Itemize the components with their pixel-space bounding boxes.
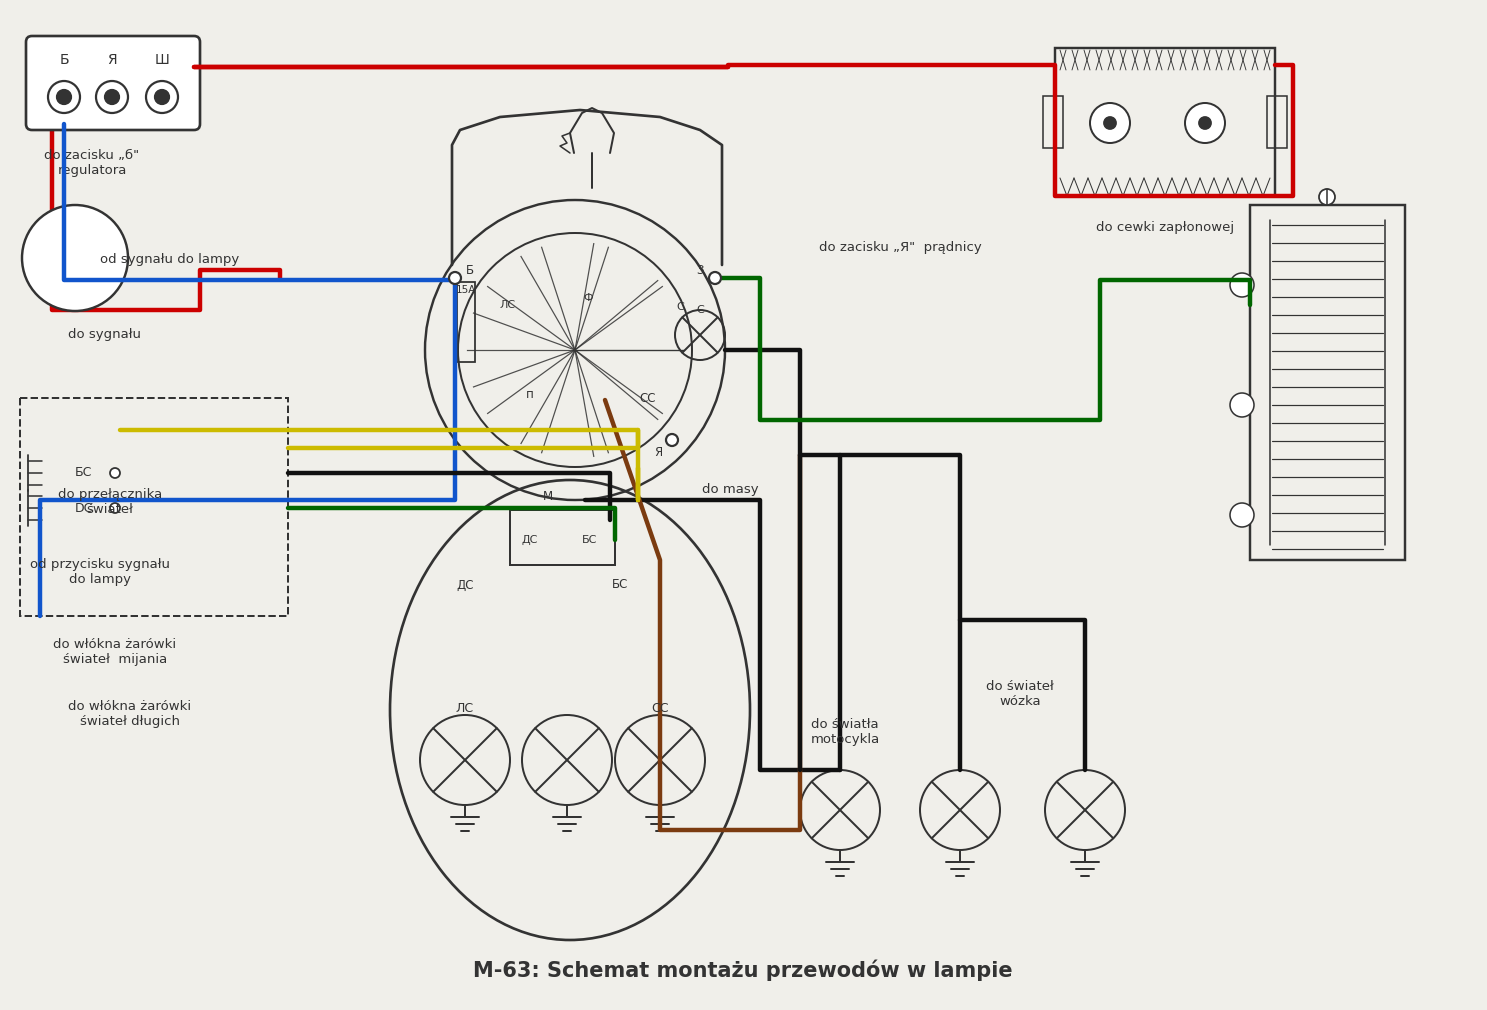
Text: БС: БС [611,579,628,592]
Circle shape [1230,273,1254,297]
Circle shape [110,503,120,513]
Bar [19,398,288,616]
Text: Б: Б [465,264,474,277]
Text: ЛС: ЛС [457,702,474,714]
Text: СС: СС [639,392,656,404]
Circle shape [1103,117,1117,129]
Text: ДС: ДС [522,535,538,545]
Circle shape [106,90,119,104]
Text: do światła
motocykla: do światła motocykla [810,718,880,746]
Circle shape [1230,503,1254,527]
Circle shape [1199,117,1210,129]
Text: do zacisku „Я"  prądnicy: do zacisku „Я" prądnicy [819,241,981,255]
Text: п: п [526,389,534,402]
Circle shape [57,90,71,104]
Bar [1054,48,1274,196]
Circle shape [48,81,80,113]
Text: Ш: Ш [155,53,170,67]
Circle shape [109,276,119,286]
Text: БС: БС [583,535,598,545]
Text: СС: СС [651,702,669,714]
Text: M-63: Schemat montażu przewodów w lampie: M-63: Schemat montażu przewodów w lampie [473,960,1013,981]
Text: do przełącznika
świateł: do przełącznika świateł [58,488,162,516]
Circle shape [31,230,42,240]
Text: С: С [677,302,684,312]
Circle shape [1319,189,1335,205]
Text: Я: Я [654,446,662,460]
Text: od przycisku sygnału
do lampy: od przycisku sygnału do lampy [30,558,170,586]
Text: do cewki zapłonowej: do cewki zapłonowej [1096,221,1234,234]
Circle shape [48,292,58,302]
Bar [1267,96,1288,148]
Text: ЛС: ЛС [500,300,516,310]
Circle shape [666,434,678,446]
Text: БС: БС [74,467,92,480]
Circle shape [1230,393,1254,417]
Text: 15А: 15А [457,285,476,295]
Circle shape [449,272,461,284]
Text: od sygnału do lampy: od sygnału do lampy [101,254,239,267]
Text: Ф: Ф [583,293,593,303]
Text: М: М [543,491,553,504]
Circle shape [92,214,103,224]
Circle shape [22,205,128,311]
Bar [1251,205,1405,560]
Text: do zacisku „б"
regulatora: do zacisku „б" regulatora [45,149,140,177]
Text: ДС: ДС [457,579,474,592]
Circle shape [1090,103,1130,143]
Bar [457,282,474,362]
Text: do włókna żarówki
świateł długich: do włókna żarówki świateł długich [68,700,192,728]
Circle shape [1185,103,1225,143]
Bar [510,510,616,565]
FancyBboxPatch shape [25,36,199,130]
Text: З: З [696,264,703,277]
Circle shape [146,81,178,113]
Text: DC: DC [74,502,94,514]
Text: do sygnału: do sygnału [68,328,141,341]
Circle shape [97,81,128,113]
Text: do masy: do masy [702,484,758,497]
Circle shape [709,272,721,284]
Bar [1042,96,1063,148]
Text: Я: Я [107,53,117,67]
Text: do świateł
wózka: do świateł wózka [986,680,1054,708]
Circle shape [110,468,120,478]
Circle shape [155,90,170,104]
Text: do włókna żarówki
świateł  mijania: do włókna żarówki świateł mijania [54,638,177,666]
Text: С: С [696,305,703,315]
Text: Б: Б [59,53,68,67]
